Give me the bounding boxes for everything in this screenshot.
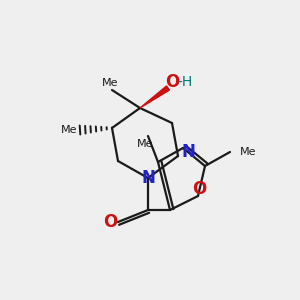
Text: N: N [141, 169, 155, 187]
Text: N: N [181, 143, 195, 161]
Polygon shape [140, 86, 169, 108]
Text: Me: Me [61, 125, 77, 135]
Text: O: O [192, 180, 206, 198]
Text: Me: Me [137, 139, 153, 149]
Text: O: O [103, 213, 117, 231]
Text: O: O [165, 73, 179, 91]
Text: Me: Me [102, 78, 118, 88]
Text: -H: -H [177, 75, 193, 89]
Text: Me: Me [240, 147, 256, 157]
